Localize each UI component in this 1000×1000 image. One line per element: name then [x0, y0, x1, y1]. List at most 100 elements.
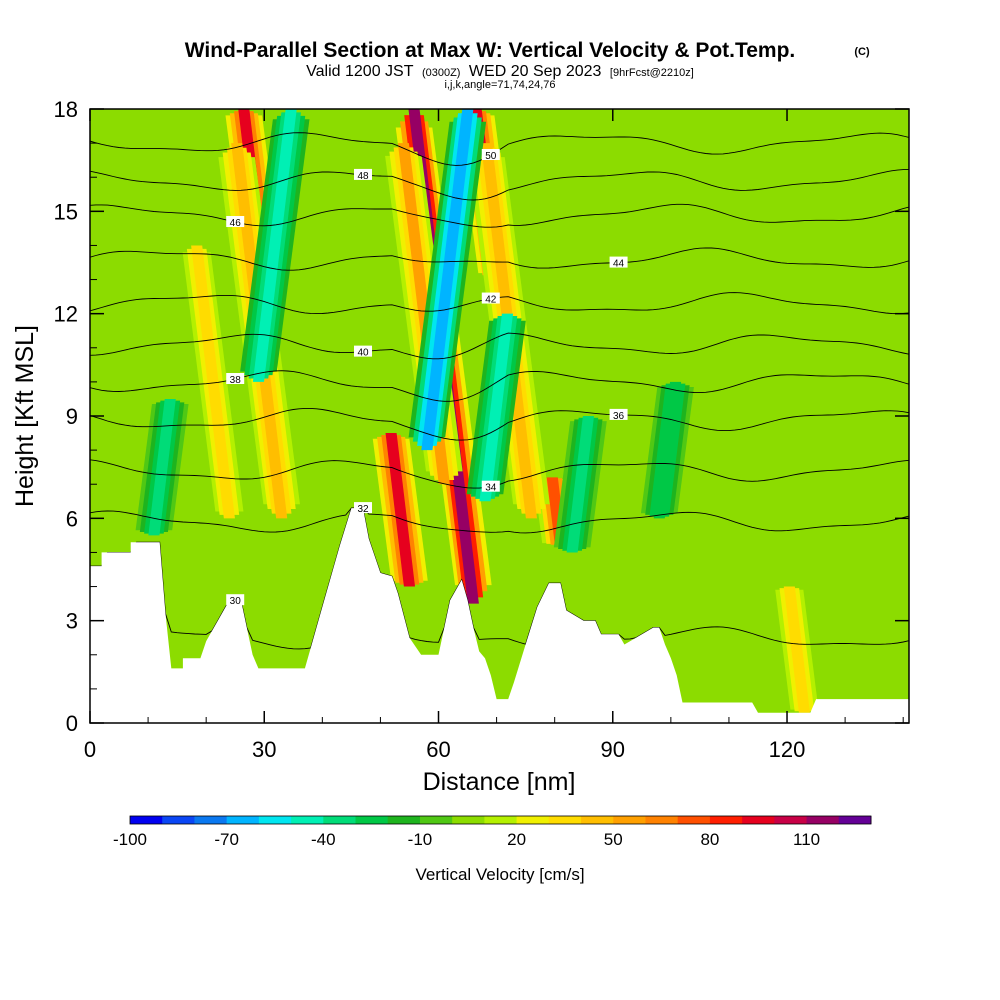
- updraft-core-10: [771, 586, 823, 713]
- chart-subtitle: Valid 1200 JST (0300Z) WED 20 Sep 2023 […: [306, 63, 694, 80]
- theta-contour-labels: 30 32 34 36 38 40 42 44 46 48 50: [226, 149, 628, 607]
- colorbar-tick-label: 80: [700, 830, 719, 849]
- y-tick-label: 0: [66, 711, 78, 736]
- colorbar-frame: [129, 815, 872, 825]
- velocity-band: [421, 109, 474, 451]
- colorbar-swatch: [806, 816, 840, 824]
- velocity-band: [783, 586, 810, 713]
- colorbar-tick-label: -10: [408, 830, 433, 849]
- theta-label-42: 42: [481, 292, 500, 306]
- colorbar-swatch: [581, 816, 614, 824]
- terrain-mask: [90, 508, 909, 723]
- colorbar-swatch: [323, 816, 357, 824]
- colorbar-swatch: [291, 816, 324, 824]
- colorbar-swatch: [387, 816, 421, 824]
- y-tick-label: 15: [54, 199, 78, 224]
- colorbar-swatch: [645, 816, 679, 824]
- svg-text:40: 40: [357, 348, 369, 359]
- colorbar-swatch: [774, 816, 808, 824]
- theta-label-44: 44: [609, 256, 628, 270]
- theta-label-38: 38: [226, 373, 245, 386]
- theta-contour-48: [90, 169, 909, 201]
- colorbar-swatch: [516, 816, 550, 824]
- velocity-band: [479, 313, 514, 502]
- svg-text:32: 32: [357, 504, 369, 515]
- theta-label-32: 32: [354, 502, 372, 515]
- subtitle-utc: (0300Z): [422, 67, 461, 79]
- x-tick-label: 120: [769, 737, 806, 762]
- colorbar-swatch: [548, 816, 582, 824]
- theta-contour-36: [90, 407, 909, 441]
- axes: 0 30 60 90 120 0 36 9 12 15 18: [54, 97, 909, 762]
- colorbar-tick-label: -70: [214, 830, 239, 849]
- colorbar-tick-label: 110: [793, 830, 820, 849]
- theta-label-40: 40: [354, 345, 372, 359]
- colorbar-tick-label: -40: [311, 830, 336, 849]
- x-axis-label: Distance [nm]: [423, 768, 576, 796]
- colorbar-swatch: [484, 816, 518, 824]
- downdraft-core-16: [640, 381, 694, 519]
- theta-label-36: 36: [609, 408, 628, 422]
- theta-contours: [90, 132, 909, 650]
- downdraft-core-15: [135, 398, 189, 536]
- colorbar-swatch: [355, 816, 389, 824]
- plot-area: 30 32 34 36 38 40 42 44 46 48 50: [90, 109, 909, 723]
- colorbar-swatch: [258, 816, 292, 824]
- velocity-band: [148, 398, 176, 536]
- theta-label-48: 48: [354, 168, 372, 182]
- colorbar-swatch: [452, 816, 485, 824]
- x-tick-label: 90: [601, 737, 625, 762]
- y-tick-label: 12: [54, 302, 78, 327]
- colorbar-swatch: [194, 816, 228, 824]
- colorbar-swatch: [742, 816, 775, 824]
- y-tick-label: 9: [66, 404, 78, 429]
- velocity-field: [135, 109, 823, 713]
- svg-text:48: 48: [357, 171, 369, 182]
- theta-label-30: 30: [226, 594, 245, 607]
- subtitle-forecast: [9hrFcst@2210z]: [610, 67, 694, 79]
- subtitle-date: WED 20 Sep 2023: [469, 63, 602, 80]
- theta-label-34: 34: [481, 480, 500, 494]
- theta-contour-30: [90, 507, 909, 650]
- colorbar-swatch: [130, 816, 163, 824]
- colorbar-label: Vertical Velocity [cm/s]: [415, 865, 584, 884]
- x-tick-label: 0: [84, 737, 96, 762]
- velocity-band: [653, 381, 682, 519]
- colorbar-tick-label: 50: [604, 830, 623, 849]
- velocity-band: [252, 109, 297, 382]
- y-tick-label: 18: [54, 97, 78, 122]
- velocity-band: [385, 433, 416, 587]
- colorbar-swatch: [419, 816, 453, 824]
- x-tick-label: 60: [426, 737, 450, 762]
- chart-title: Wind-Parallel Section at Max W: Vertical…: [185, 39, 796, 62]
- y-tick-label: 3: [66, 609, 78, 634]
- theta-label-46: 46: [226, 216, 245, 229]
- svg-text:38: 38: [230, 375, 242, 386]
- colorbar-tick-label: 20: [507, 830, 526, 849]
- colorbar-swatch: [162, 816, 195, 824]
- theta-label-50: 50: [481, 149, 500, 162]
- theta-contour-40: [90, 332, 909, 360]
- velocity-band: [566, 416, 595, 553]
- velocity-band: [191, 245, 235, 519]
- updraft-core-2: [372, 433, 428, 587]
- svg-text:46: 46: [230, 218, 242, 229]
- colorbar-swatch: [226, 816, 260, 824]
- colorbar-swatch: [709, 816, 743, 824]
- svg-text:36: 36: [613, 411, 625, 422]
- colorbar: -100 -70 -40 -10 20 50 80 110: [113, 815, 872, 849]
- y-axis-label: Height [Kft MSL]: [11, 325, 39, 507]
- title-mark: (C): [854, 46, 870, 58]
- downdraft-core-12: [466, 313, 526, 502]
- theta-contour-44: [90, 247, 909, 271]
- colorbar-tick-label: -100: [113, 830, 147, 849]
- svg-text:44: 44: [613, 259, 625, 270]
- svg-text:42: 42: [485, 295, 497, 306]
- updraft-core-9: [178, 245, 248, 519]
- svg-text:34: 34: [485, 483, 497, 494]
- theta-contour-32: [90, 507, 909, 534]
- x-tick-label: 30: [252, 737, 276, 762]
- svg-text:50: 50: [485, 151, 497, 162]
- svg-text:30: 30: [230, 596, 242, 607]
